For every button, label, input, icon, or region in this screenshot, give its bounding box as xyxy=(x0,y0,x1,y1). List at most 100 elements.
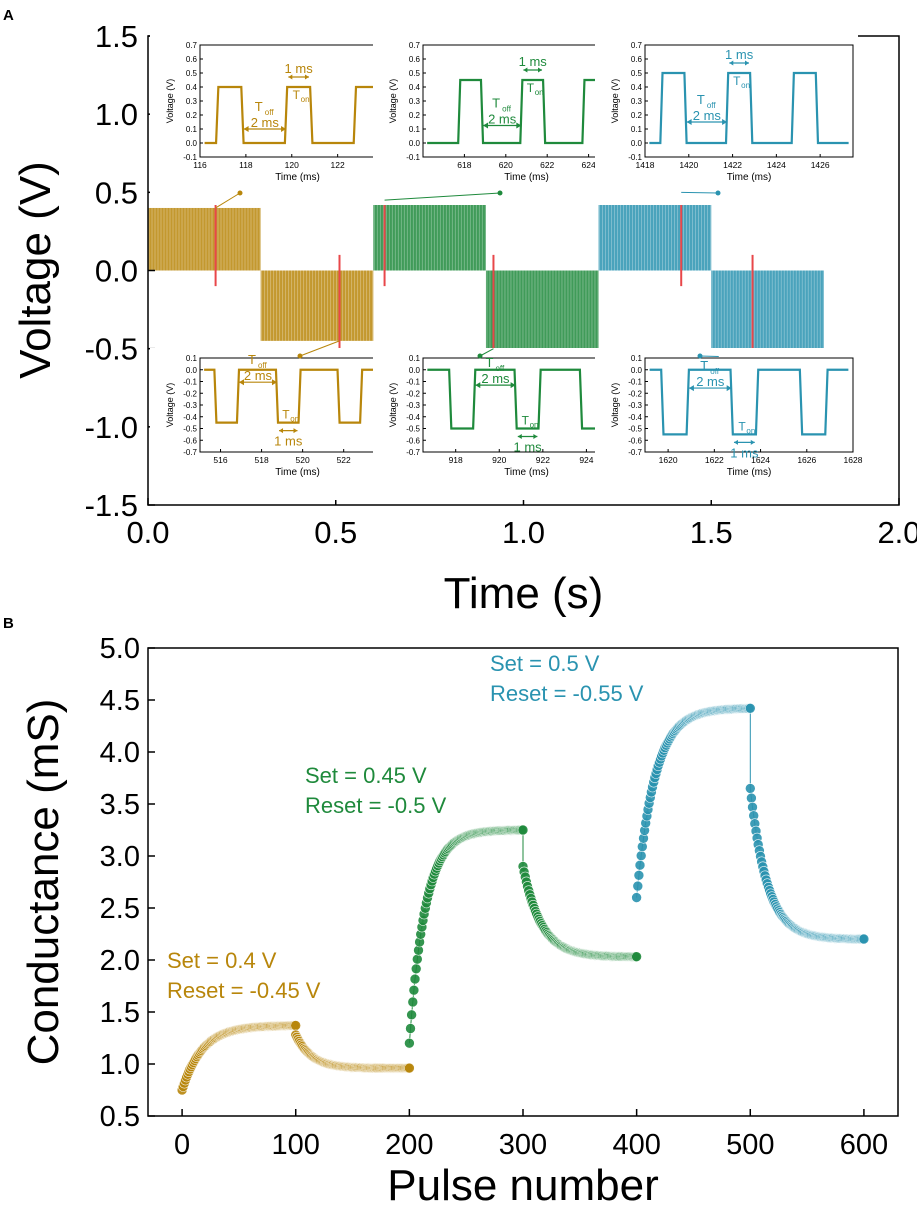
inset-y-tick-label: 0.0 xyxy=(631,139,643,148)
panel-b-label: B xyxy=(3,615,14,632)
connector-head xyxy=(715,190,721,196)
inset-x-tick-label: 522 xyxy=(337,455,351,465)
inset-y-tick-label: 0.3 xyxy=(186,97,198,106)
inset-x-tick-label: 1628 xyxy=(844,455,863,465)
inset-waveform xyxy=(204,368,391,424)
data-point xyxy=(744,783,756,794)
toff-arrowheads xyxy=(475,382,516,389)
toff-subscript: off xyxy=(265,108,275,117)
inset-y-tick-label: 0.4 xyxy=(186,83,198,92)
inset-y-tick-label: 0.1 xyxy=(631,125,643,134)
data-point xyxy=(517,824,529,836)
inset-y-tick-label: -0.7 xyxy=(628,448,642,457)
data-point xyxy=(404,1037,415,1049)
inset-y-tick-label: -0.6 xyxy=(406,436,420,445)
y-tick-label: 3.0 xyxy=(100,841,140,873)
inset-background xyxy=(373,348,635,500)
x-tick-label: 1.5 xyxy=(690,515,733,550)
connector-head xyxy=(497,190,503,196)
ton-label: T xyxy=(733,74,741,88)
pulse-block xyxy=(148,207,261,271)
inset-y-title: Voltage (V) xyxy=(610,79,620,124)
inset-y-tick-label: 0.5 xyxy=(186,69,198,78)
pulse-block xyxy=(711,270,824,357)
connector-head xyxy=(237,190,243,196)
inset-y-tick-label: 0.5 xyxy=(409,69,421,78)
inset-y-tick-label: 0.7 xyxy=(186,41,198,50)
pulse-train-2 xyxy=(373,200,486,271)
inset-y-tick-label: -0.1 xyxy=(628,378,642,387)
y-tick-label: 0.5 xyxy=(100,1101,140,1133)
inset-x-tick-label: 618 xyxy=(457,160,471,170)
ton-duration: 1 ms xyxy=(519,54,548,69)
inset-y-tick-label: -0.6 xyxy=(183,436,197,445)
inset-y-tick-label: 0.2 xyxy=(409,111,421,120)
inset-x-tick-label: 1424 xyxy=(767,160,786,170)
data-point xyxy=(407,996,419,1008)
connector-line xyxy=(215,192,241,209)
pulse-train-5 xyxy=(711,270,824,357)
y-tick-label: 1.5 xyxy=(100,997,140,1029)
ton-arrowheads xyxy=(523,67,543,73)
ton-label: T xyxy=(527,81,535,95)
series-label-reset: Reset = -0.5 V xyxy=(305,793,447,818)
inset-x-tick-label: 1626 xyxy=(797,455,816,465)
series-label-reset: Reset = -0.45 V xyxy=(167,978,321,1003)
inset-x-tick-label: 516 xyxy=(213,455,227,465)
inset-y-tick-label: -0.4 xyxy=(406,413,420,422)
ton-duration: 1 ms xyxy=(274,434,303,449)
series-0 xyxy=(176,1020,415,1096)
series-label-set: Set = 0.5 V xyxy=(490,651,600,676)
y-tick-label: -1.5 xyxy=(85,488,138,523)
y-tick-label: 1.0 xyxy=(100,1049,140,1081)
toff-subscript: off xyxy=(495,364,505,373)
y-tick-label: 2.0 xyxy=(100,945,140,977)
inset-y-title: Voltage (V) xyxy=(388,79,398,124)
inset-x-tick-label: 118 xyxy=(239,160,253,170)
toff-subscript: off xyxy=(502,105,512,114)
y-tick-label: 4.0 xyxy=(100,737,140,769)
connector-head xyxy=(297,353,303,359)
data-point xyxy=(404,1062,415,1074)
inset-x-tick-label: 922 xyxy=(536,455,550,465)
inset-y-tick-label: 0.0 xyxy=(631,366,643,375)
ton-label: T xyxy=(522,414,530,428)
inset-y-title: Voltage (V) xyxy=(165,79,175,124)
inset-background xyxy=(373,35,635,205)
data-point xyxy=(408,984,420,996)
x-tick-label: 200 xyxy=(385,1129,433,1161)
inset-y-tick-label: -0.7 xyxy=(183,448,197,457)
inset-y-tick-label: 0.7 xyxy=(631,41,643,50)
ton-subscript: on xyxy=(530,421,539,430)
inset-x-tick-label: 1418 xyxy=(636,160,655,170)
inset-y-tick-label: 0.6 xyxy=(409,55,421,64)
panel-a-label: A xyxy=(3,7,14,24)
inset-x-tick-label: 1422 xyxy=(723,160,742,170)
inset-y-tick-label: 0.0 xyxy=(186,366,198,375)
x-tick-label: 0.5 xyxy=(314,515,357,550)
x-tick-label: 1.0 xyxy=(502,515,545,550)
inset-y-tick-label: 0.4 xyxy=(409,83,421,92)
y-tick-label: 3.5 xyxy=(100,789,140,821)
inset-y-tick-label: 0.5 xyxy=(631,69,643,78)
inset-y-tick-label: 0.4 xyxy=(631,83,643,92)
inset-x-tick-label: 120 xyxy=(285,160,299,170)
connector-line xyxy=(299,340,340,357)
toff-label: T xyxy=(485,355,493,370)
ton-arrowheads xyxy=(729,60,749,66)
y-tick-label: -1.0 xyxy=(85,410,138,445)
inset-x-title: Time (ms) xyxy=(504,172,549,183)
data-point xyxy=(405,1023,416,1034)
inset-x-tick-label: 1426 xyxy=(811,160,830,170)
toff-label: T xyxy=(248,352,256,367)
data-point xyxy=(406,1009,417,1021)
toff-label: T xyxy=(697,92,705,107)
ton-arrowheads xyxy=(279,428,298,434)
inset-x-title: Time (ms) xyxy=(727,172,772,183)
y-axis-title-a: Voltage (V) xyxy=(11,161,60,379)
pulse-block xyxy=(598,192,712,271)
inset-y-tick-label: -0.3 xyxy=(628,401,642,410)
y-tick-label: 2.5 xyxy=(100,893,140,925)
inset-background xyxy=(150,35,400,205)
